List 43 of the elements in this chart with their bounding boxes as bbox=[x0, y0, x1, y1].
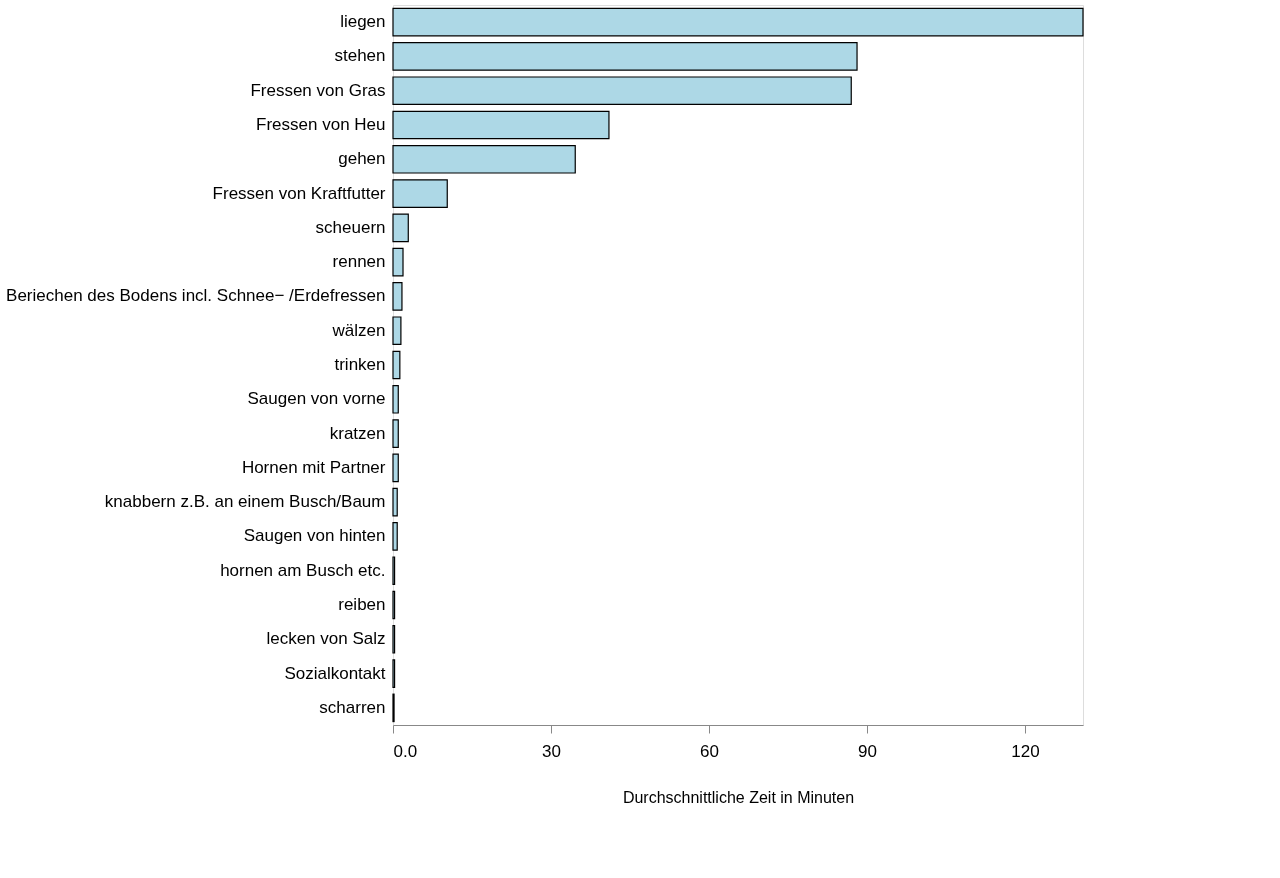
bar bbox=[392, 453, 399, 483]
y-tick-label: Beriechen des Bodens incl. Schnee− /Erdefressen bbox=[6, 286, 386, 306]
y-tick-label: Saugen von vorne bbox=[247, 389, 386, 409]
bar bbox=[392, 42, 858, 71]
y-tick-label: trinken bbox=[334, 355, 386, 374]
x-tick-label: 0.0 bbox=[393, 741, 418, 761]
bar bbox=[392, 179, 448, 208]
y-tick-label: Fressen von Kraftfutter bbox=[212, 183, 386, 203]
y-tick-label: Hornen mit Partner bbox=[241, 457, 386, 477]
x-tick-label: 30 bbox=[542, 741, 561, 761]
x-tick-label: 120 bbox=[1011, 741, 1040, 761]
bar bbox=[392, 144, 576, 174]
bar bbox=[392, 213, 409, 243]
y-tick-label: reiben bbox=[338, 595, 386, 614]
bar bbox=[392, 76, 852, 106]
y-tick-label: lecken von Salz bbox=[266, 629, 386, 649]
x-tick-label: 60 bbox=[700, 741, 719, 761]
y-tick-label: rennen bbox=[332, 252, 386, 272]
y-tick-label: Fressen von Heu bbox=[256, 115, 386, 134]
y-tick-label: scharren bbox=[319, 697, 386, 717]
y-tick-label: wälzen bbox=[331, 320, 386, 340]
bar bbox=[392, 282, 403, 311]
x-axis-title: Durchschnittliche Zeit in Minuten bbox=[622, 788, 855, 806]
x-tick-label: 90 bbox=[858, 741, 878, 761]
bar bbox=[392, 384, 399, 414]
bar bbox=[392, 316, 402, 346]
y-tick-label: Fressen von Gras bbox=[250, 80, 386, 100]
y-tick-label: Sozialkontakt bbox=[284, 663, 386, 683]
y-tick-label: gehen bbox=[338, 149, 386, 169]
bar bbox=[392, 350, 401, 380]
y-tick-label: liegen bbox=[340, 12, 386, 32]
bar bbox=[392, 487, 398, 517]
y-tick-label: hornen am Busch etc. bbox=[220, 560, 386, 580]
y-tick-label: kratzen bbox=[329, 423, 386, 443]
bar bbox=[392, 247, 404, 277]
y-tick-label: knabbern z.B. an einem Busch/Baum bbox=[104, 492, 386, 512]
y-tick-label: scheuern bbox=[315, 217, 386, 237]
bar bbox=[392, 419, 399, 448]
bar bbox=[392, 110, 610, 140]
y-tick-label: stehen bbox=[334, 46, 386, 66]
bar bbox=[392, 7, 1084, 37]
y-tick-label: Saugen von hinten bbox=[243, 526, 386, 546]
bar bbox=[392, 522, 398, 551]
